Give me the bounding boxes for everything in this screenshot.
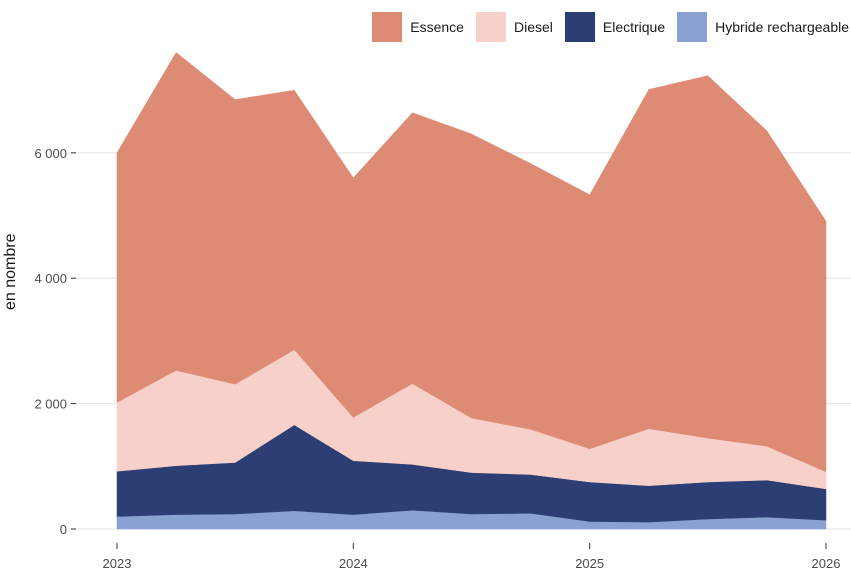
area-essence bbox=[116, 52, 827, 473]
x-tick-label: 2026 bbox=[812, 556, 841, 571]
area-series bbox=[116, 52, 827, 530]
legend-label-diesel: Diesel bbox=[513, 19, 553, 35]
legend-label-electrique: Electrique bbox=[602, 19, 666, 35]
legend-label-essence: Essence bbox=[410, 19, 464, 35]
x-tick-label: 2025 bbox=[575, 556, 604, 571]
legend-swatch-hybride bbox=[677, 12, 708, 42]
legend-swatch-diesel bbox=[475, 12, 506, 42]
legend-item-diesel: Diesel bbox=[475, 12, 553, 42]
legend: Essence Diesel Electrique Hybride rechar… bbox=[360, 12, 849, 42]
legend-item-essence: Essence bbox=[372, 12, 464, 42]
legend-label-hybride: Hybride rechargeable bbox=[715, 19, 849, 35]
legend-item-hybride: Hybride rechargeable bbox=[677, 12, 849, 42]
legend-swatch-essence bbox=[372, 12, 403, 42]
y-axis-title: en nombre bbox=[2, 233, 19, 311]
x-tick-label: 2023 bbox=[103, 556, 132, 571]
y-tick-label: 4 000 bbox=[34, 271, 67, 286]
legend-item-electrique: Electrique bbox=[564, 12, 666, 42]
y-tick-label: 0 bbox=[60, 522, 67, 537]
legend-swatch-electrique bbox=[564, 12, 595, 42]
y-tick-label: 6 000 bbox=[34, 146, 67, 161]
y-tick-label: 2 000 bbox=[34, 397, 67, 412]
x-tick-label: 2024 bbox=[339, 556, 368, 571]
axes: 0 2 000 4 000 6 000 2023 2024 2025 2026 bbox=[34, 146, 840, 571]
